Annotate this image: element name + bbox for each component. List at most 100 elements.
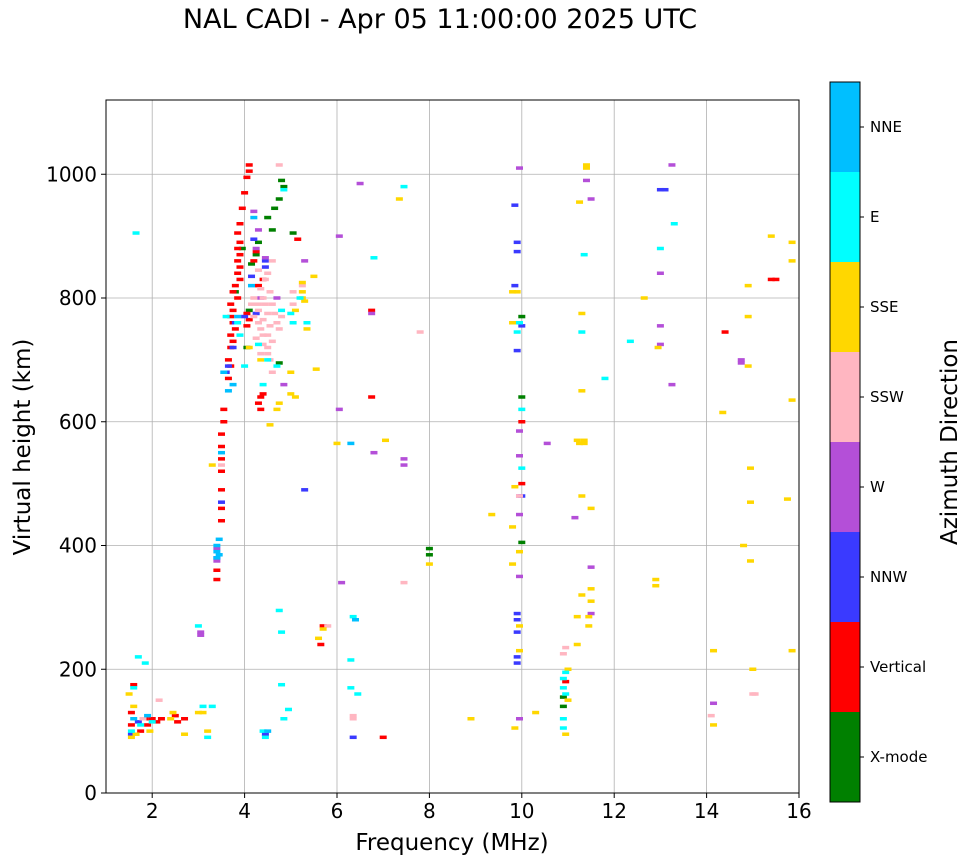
data-point [213,543,221,548]
data-point [509,290,517,294]
data-point [227,314,235,319]
data-point [218,450,225,455]
data-point [518,407,526,412]
data-point [515,624,523,628]
data-point [324,624,332,628]
data-point [218,432,225,436]
data-point [194,624,202,628]
colorbar-frame [829,81,861,803]
colorbar-segment [830,82,860,172]
data-point [416,330,424,334]
data-point [511,484,519,489]
data-point [562,645,570,650]
data-point [287,392,295,396]
data-point [656,271,664,275]
x-axis-ticks: 2 4 6 8 10 12 14 16 [146,793,812,823]
data-point [511,203,519,207]
data-point [379,735,387,740]
data-point [578,389,586,393]
data-point [289,302,297,306]
data-point [656,324,664,328]
data-point [301,488,309,492]
data-point [259,296,267,300]
data-point [740,543,748,548]
data-point [382,438,390,443]
data-point [744,314,752,319]
data-point [515,574,523,579]
data-point [252,249,260,254]
data-point [578,330,586,334]
data-point [273,407,281,412]
data-point [640,296,648,300]
data-point [587,506,595,511]
data-point [278,308,286,313]
data-point [310,274,318,279]
data-point [772,277,780,282]
data-point [220,370,228,374]
chart-title: NAL CADI - Apr 05 11:00:00 2025 UTC [182,4,698,35]
data-point [347,658,355,662]
data-point [303,327,311,331]
data-point [515,321,523,325]
data-point [298,290,306,294]
data-point [564,667,572,671]
data-point [559,676,567,681]
data-point [515,512,523,517]
data-point [236,265,244,269]
data-point [349,713,357,718]
data-point [127,723,135,727]
data-point [511,726,519,730]
data-point [278,682,286,687]
data-point [400,463,408,467]
colorbar-tick-label: NNW [870,568,907,586]
data-point [259,729,267,733]
data-point [171,713,179,718]
data-point [278,314,286,319]
data-point [213,559,221,563]
data-point [368,395,376,399]
data-point [559,686,567,690]
y-axis-label: Virtual height (km) [10,339,36,556]
data-point [155,698,163,702]
data-point [707,713,715,718]
data-point [425,546,433,551]
data-point [213,549,221,554]
data-point [218,444,225,449]
data-point [509,321,517,325]
data-point [511,283,519,288]
data-point [333,441,341,446]
y-tick-label: 1000 [46,162,97,186]
data-point [234,321,242,325]
data-point [167,717,175,721]
data-point [513,348,521,353]
x-tick-label: 2 [146,799,159,823]
data-point [354,692,362,696]
data-point [578,494,586,498]
data-point [234,271,242,275]
data-point [224,376,232,381]
data-point [275,608,283,613]
data-point [425,553,433,557]
data-point [245,163,253,167]
data-point [181,732,189,736]
y-tick-label: 0 [84,781,97,805]
data-point [208,704,216,709]
data-point [213,556,221,560]
data-point [518,420,526,424]
data-point [721,330,729,334]
data-point [224,358,232,362]
colorbar-segment [830,262,860,352]
data-point [146,729,154,733]
data-point [571,515,579,520]
data-point [127,732,135,736]
data-point [303,321,311,325]
colorbar-label: Azimuth Direction [937,339,963,545]
data-point [241,314,249,319]
colorbar-segment [830,712,860,802]
data-point [208,463,216,467]
data-point [137,729,145,733]
data-point [349,717,357,721]
data-point [515,549,523,554]
data-point [582,178,590,183]
data-point [349,614,357,619]
